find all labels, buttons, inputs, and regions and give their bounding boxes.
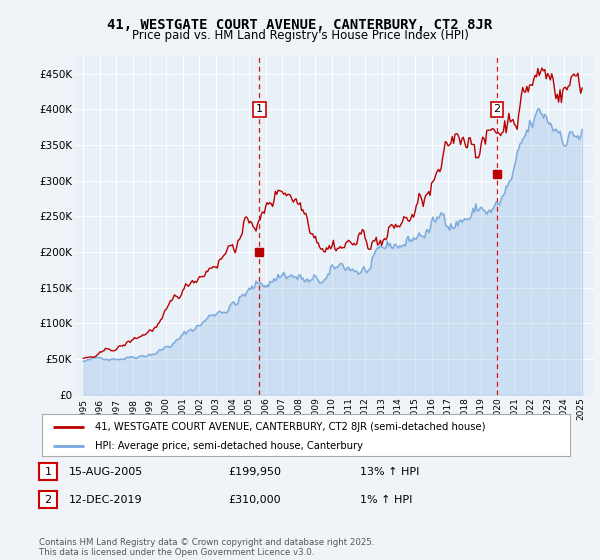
Text: 1: 1: [256, 105, 263, 114]
Text: 15-AUG-2005: 15-AUG-2005: [69, 466, 143, 477]
Text: 13% ↑ HPI: 13% ↑ HPI: [360, 466, 419, 477]
Text: 2: 2: [493, 105, 500, 114]
Text: £199,950: £199,950: [228, 466, 281, 477]
Text: 1: 1: [44, 466, 52, 477]
Text: Contains HM Land Registry data © Crown copyright and database right 2025.
This d: Contains HM Land Registry data © Crown c…: [39, 538, 374, 557]
Text: 2: 2: [44, 494, 52, 505]
Text: HPI: Average price, semi-detached house, Canterbury: HPI: Average price, semi-detached house,…: [95, 441, 363, 451]
Text: 41, WESTGATE COURT AVENUE, CANTERBURY, CT2 8JR (semi-detached house): 41, WESTGATE COURT AVENUE, CANTERBURY, C…: [95, 422, 485, 432]
Text: 12-DEC-2019: 12-DEC-2019: [69, 494, 143, 505]
Text: Price paid vs. HM Land Registry's House Price Index (HPI): Price paid vs. HM Land Registry's House …: [131, 29, 469, 42]
Text: 1% ↑ HPI: 1% ↑ HPI: [360, 494, 412, 505]
Text: 41, WESTGATE COURT AVENUE, CANTERBURY, CT2 8JR: 41, WESTGATE COURT AVENUE, CANTERBURY, C…: [107, 18, 493, 32]
Text: £310,000: £310,000: [228, 494, 281, 505]
